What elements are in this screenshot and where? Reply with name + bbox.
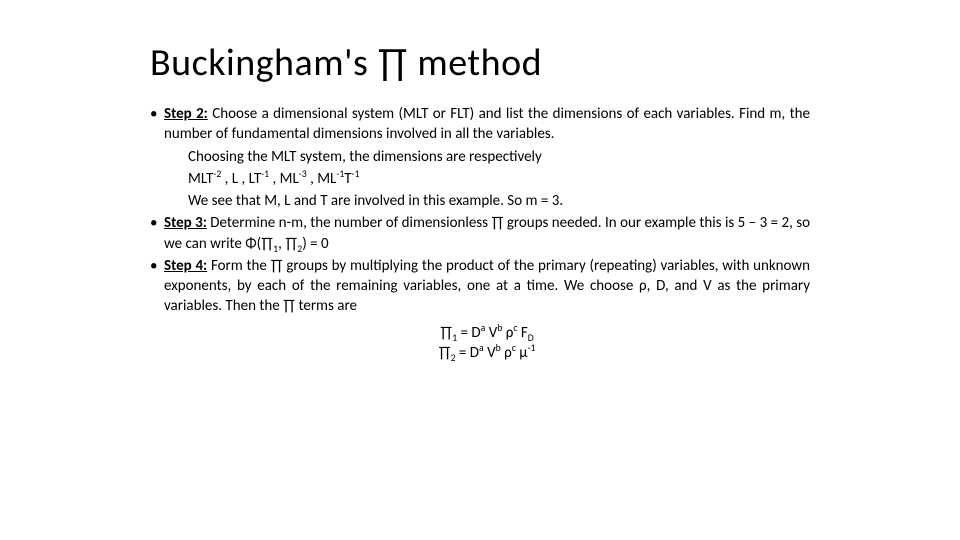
equation-block: ∏1 = Da Vb ρc FD ∏2 = Da Vb ρc μ-1 <box>164 323 810 364</box>
bullet-step2: Step 2: Choose a dimensional system (MLT… <box>150 104 810 211</box>
step2-line2: MLT-2 , L , LT-1 , ML-3 , ML-1T-1 <box>164 169 810 189</box>
step3-text-a: Determine n-m, the number of dimensionle… <box>164 214 810 252</box>
equation-1: ∏1 = Da Vb ρc FD <box>164 323 810 343</box>
step3-label: Step 3: <box>164 214 207 232</box>
step2-label: Step 2: <box>164 105 208 123</box>
step2-line1: Choosing the MLT system, the dimensions … <box>164 147 810 167</box>
slide: Buckingham's ∏ method Step 2: Choose a d… <box>0 0 960 540</box>
step4-label: Step 4: <box>164 257 207 275</box>
slide-title: Buckingham's ∏ method <box>150 40 810 86</box>
slide-content: Step 2: Choose a dimensional system (MLT… <box>150 104 810 363</box>
step2-line3: We see that M, L and T are involved in t… <box>164 191 810 211</box>
bullet-step3: Step 3: Determine n-m, the number of dim… <box>150 213 810 254</box>
equation-2: ∏2 = Da Vb ρc μ-1 <box>164 343 810 363</box>
bullet-list: Step 2: Choose a dimensional system (MLT… <box>150 104 810 363</box>
step4-text: Form the ∏ groups by multiplying the pro… <box>164 257 810 316</box>
bullet-step4: Step 4: Form the ∏ groups by multiplying… <box>150 256 810 363</box>
step2-text: Choose a dimensional system (MLT or FLT)… <box>164 105 810 143</box>
